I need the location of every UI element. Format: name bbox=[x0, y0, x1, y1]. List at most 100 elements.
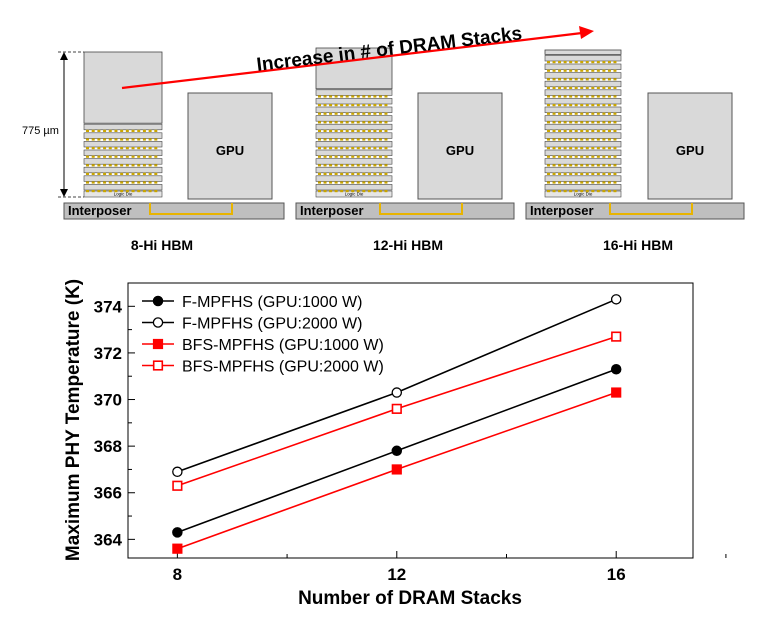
microbump bbox=[154, 190, 158, 193]
dram-layer bbox=[315, 149, 393, 156]
microbump bbox=[86, 181, 89, 184]
microbump bbox=[114, 172, 118, 175]
data-point bbox=[152, 295, 164, 307]
microbump bbox=[334, 190, 338, 193]
microbump bbox=[558, 112, 562, 115]
microbump bbox=[580, 147, 584, 150]
chart: 364 366 368 370 372 374 8 12 16 F-MPFHS (GPU:10… bbox=[63, 279, 727, 609]
microbump bbox=[585, 172, 589, 175]
microbump bbox=[329, 155, 333, 158]
microbump bbox=[580, 61, 584, 64]
microbump bbox=[607, 155, 611, 158]
microbump bbox=[362, 95, 366, 98]
microbump bbox=[602, 86, 606, 89]
microbump bbox=[148, 147, 152, 150]
microbump bbox=[108, 181, 112, 184]
microbump bbox=[613, 112, 617, 115]
microbump bbox=[585, 147, 589, 150]
microbump bbox=[547, 129, 550, 132]
microbump bbox=[607, 147, 611, 150]
microbump bbox=[574, 155, 578, 158]
microbump bbox=[563, 112, 567, 115]
x-tick-label: 12 bbox=[387, 565, 406, 584]
microbump bbox=[602, 69, 606, 72]
microbump bbox=[613, 78, 617, 81]
data-point bbox=[611, 387, 622, 398]
microbump bbox=[356, 112, 360, 115]
microbump bbox=[120, 172, 124, 175]
microbump bbox=[552, 181, 556, 184]
microbump bbox=[340, 172, 344, 175]
microbump bbox=[367, 121, 371, 124]
microbump bbox=[103, 147, 107, 150]
microbump bbox=[131, 138, 135, 141]
microbump bbox=[351, 112, 355, 115]
microbump bbox=[103, 138, 107, 141]
microbump bbox=[558, 172, 562, 175]
dram-layer bbox=[544, 89, 622, 96]
microbump bbox=[362, 181, 366, 184]
microbump bbox=[585, 69, 589, 72]
microbump bbox=[602, 104, 606, 107]
microbump bbox=[607, 138, 611, 141]
microbump bbox=[569, 121, 573, 124]
microbump bbox=[607, 69, 611, 72]
legend: F-MPFHS (GPU:1000 W) F-MPFHS (GPU:2000 W)… bbox=[142, 294, 384, 376]
microbump bbox=[345, 112, 349, 115]
microbump bbox=[585, 121, 589, 124]
microbump bbox=[580, 78, 584, 81]
microbump bbox=[613, 155, 617, 158]
microbump bbox=[569, 172, 573, 175]
microbump bbox=[373, 138, 377, 141]
microbump bbox=[340, 104, 344, 107]
height-label: 775 µm bbox=[22, 125, 59, 137]
microbump bbox=[574, 61, 578, 64]
microbump bbox=[91, 147, 95, 150]
microbump bbox=[552, 112, 556, 115]
microbump bbox=[591, 95, 595, 98]
microbump bbox=[86, 164, 89, 167]
microbump bbox=[351, 155, 355, 158]
microbump bbox=[602, 61, 606, 64]
microbump bbox=[86, 190, 89, 193]
microbump bbox=[351, 164, 355, 167]
microbump bbox=[613, 190, 617, 193]
microbump bbox=[154, 164, 158, 167]
microbump bbox=[318, 155, 321, 158]
microbump bbox=[591, 138, 595, 141]
microbump bbox=[323, 164, 327, 167]
dram-layer bbox=[315, 184, 393, 191]
plot-area bbox=[127, 282, 694, 559]
data-point bbox=[391, 403, 402, 414]
microbump bbox=[323, 95, 327, 98]
microbump bbox=[345, 147, 349, 150]
microbump bbox=[591, 164, 595, 167]
microbump bbox=[114, 190, 118, 193]
microbump bbox=[378, 129, 382, 132]
microbump bbox=[108, 129, 112, 132]
microbump bbox=[318, 121, 321, 124]
microbump bbox=[329, 164, 333, 167]
dram-layer bbox=[544, 141, 622, 148]
microbump bbox=[334, 95, 338, 98]
microbump bbox=[142, 155, 146, 158]
microbump bbox=[558, 129, 562, 132]
y-axis-label: Maximum PHY Temperature (K) bbox=[63, 279, 84, 561]
microbump bbox=[329, 104, 333, 107]
microbump bbox=[351, 190, 355, 193]
microbump bbox=[563, 164, 567, 167]
microbump bbox=[131, 164, 135, 167]
microbump bbox=[574, 181, 578, 184]
microbump bbox=[591, 112, 595, 115]
microbump bbox=[318, 112, 321, 115]
microbump bbox=[329, 138, 333, 141]
dram-layer bbox=[315, 123, 393, 131]
microbump bbox=[384, 138, 388, 141]
microbump bbox=[607, 112, 611, 115]
microbump bbox=[114, 147, 118, 150]
microbump bbox=[356, 164, 360, 167]
microbump bbox=[86, 129, 89, 132]
microbump bbox=[563, 121, 567, 124]
microbump bbox=[125, 181, 129, 184]
